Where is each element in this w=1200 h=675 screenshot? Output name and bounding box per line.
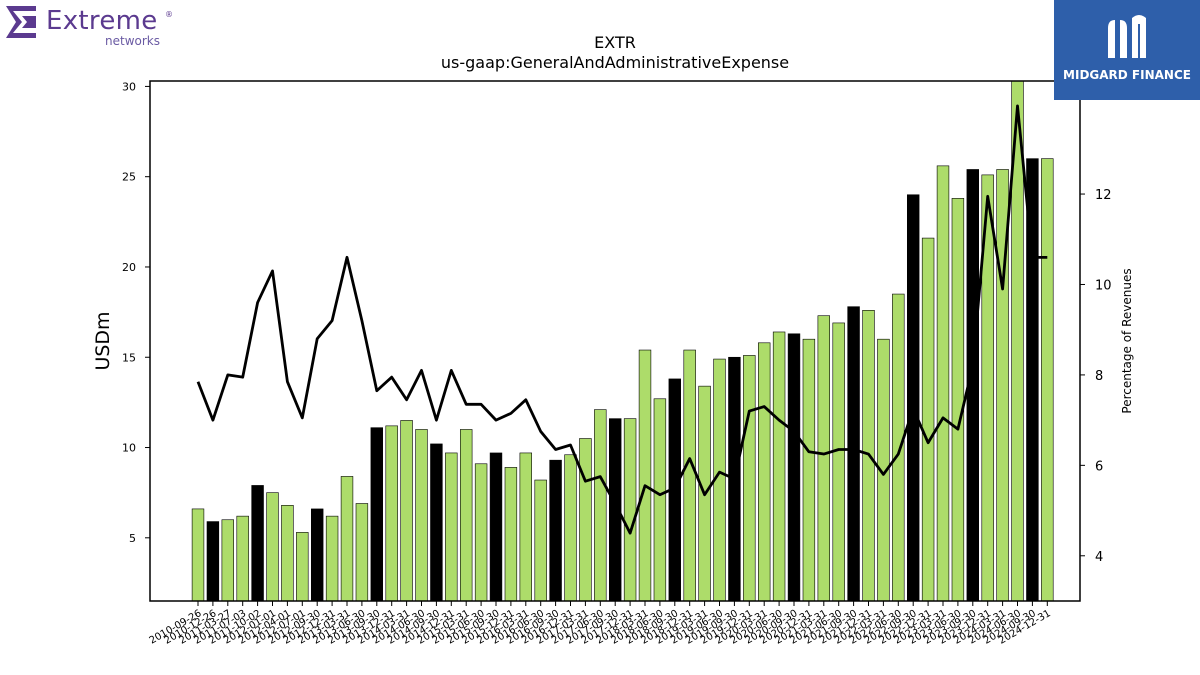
bar [221, 519, 234, 602]
bar [385, 425, 398, 602]
bar [296, 532, 309, 602]
bar [206, 521, 220, 602]
bar [489, 452, 503, 602]
y2-axis: 4 6 8 10 12 [1080, 188, 1112, 565]
bar [653, 398, 667, 602]
bar [936, 165, 950, 602]
y-tick-label: 5 [129, 532, 136, 545]
bar [623, 418, 637, 602]
bar [340, 476, 354, 602]
bar [787, 333, 801, 602]
bar [355, 503, 369, 602]
bar [251, 485, 264, 602]
series-line [196, 104, 1048, 535]
bar [1041, 158, 1054, 602]
bar [534, 479, 547, 602]
bar [310, 508, 324, 602]
bar [594, 409, 607, 602]
bar [400, 420, 413, 602]
bar [683, 349, 696, 602]
bar [430, 443, 443, 602]
y2-tick-label: 8 [1095, 369, 1103, 384]
bar [757, 342, 771, 602]
bar [474, 463, 488, 602]
bar [504, 467, 518, 602]
bar [549, 459, 562, 602]
bar [921, 237, 935, 602]
midgard-logo-icon [1108, 15, 1146, 58]
bar [191, 508, 205, 602]
y-tick-label: 30 [122, 80, 136, 93]
bar [236, 515, 249, 602]
bar [906, 194, 920, 602]
y2-tick-label: 6 [1095, 459, 1103, 474]
bar [370, 427, 383, 602]
bar [638, 349, 652, 602]
bar [445, 452, 458, 602]
logo-subtext: networks [105, 34, 160, 48]
bar [325, 515, 339, 602]
line-group [196, 104, 1048, 535]
bar [832, 322, 845, 602]
midgard-logo-text: MIDGARD FINANCE [1063, 68, 1191, 82]
bar [743, 355, 756, 602]
bar [892, 293, 905, 602]
y-axis: 5 10 15 20 25 30 [122, 80, 150, 545]
y-tick-label: 20 [122, 261, 136, 274]
y2-tick-label: 10 [1095, 278, 1112, 293]
logo-registered-mark: ® [165, 10, 173, 19]
bar [951, 198, 965, 602]
y2-tick-label: 12 [1095, 188, 1112, 203]
chart-subtitle: us-gaap:GeneralAndAdministrativeExpense [441, 53, 789, 72]
extreme-networks-logo: Extreme ® networks [4, 4, 174, 48]
bar [266, 492, 279, 602]
y2-tick-label: 4 [1095, 550, 1103, 565]
y2-axis-label: Percentage of Revenues [1120, 268, 1134, 413]
bar [802, 338, 816, 602]
extreme-logo-icon [6, 6, 36, 38]
bar-group [191, 80, 1054, 602]
y-tick-label: 15 [122, 351, 136, 364]
chart-title: EXTR [594, 33, 636, 52]
bar [281, 505, 294, 602]
x-axis: 2010-09-262010-12-262011-03-272011-07-03… [148, 601, 1053, 647]
bar [847, 306, 860, 602]
logo-wordmark: Extreme [46, 6, 158, 36]
y-axis-label: USDm [92, 311, 114, 370]
bar [459, 429, 473, 602]
bar [817, 315, 831, 602]
bar [564, 454, 577, 602]
bar [772, 331, 786, 602]
midgard-finance-logo: MIDGARD FINANCE [1054, 0, 1200, 100]
bar [579, 438, 592, 602]
bar [519, 452, 533, 602]
y-tick-label: 10 [122, 442, 136, 455]
bar [415, 429, 428, 602]
y-tick-label: 25 [122, 171, 136, 184]
